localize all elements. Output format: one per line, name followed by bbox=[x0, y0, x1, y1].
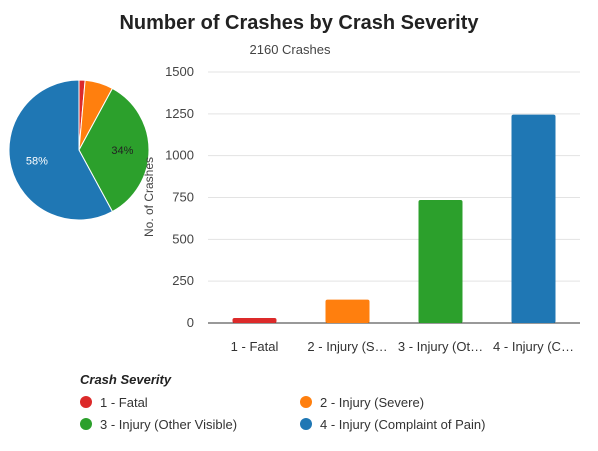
legend-swatch-icon bbox=[300, 418, 312, 430]
y-tick-label: 1500 bbox=[165, 64, 194, 79]
y-tick-label: 500 bbox=[172, 231, 194, 246]
y-axis-ticks: 0 250 500 750 1000 1250 1500 bbox=[165, 64, 194, 330]
legend-label: 1 - Fatal bbox=[100, 394, 148, 410]
legend-label: 4 - Injury (Complaint of Pain) bbox=[320, 416, 486, 432]
legend-item[interactable]: 2 - Injury (Severe) bbox=[300, 393, 520, 411]
legend-item[interactable]: 4 - Injury (Complaint of Pain) bbox=[300, 415, 520, 433]
y-tick-label: 250 bbox=[172, 273, 194, 288]
x-category-label: 3 - Injury (Ot… bbox=[398, 339, 483, 354]
legend-label: 2 - Injury (Severe) bbox=[320, 394, 425, 410]
y-tick-label: 1000 bbox=[165, 148, 194, 163]
legend-title: Crash Severity bbox=[80, 372, 172, 387]
x-category-label: 1 - Fatal bbox=[231, 339, 279, 354]
legend-swatch-icon bbox=[80, 418, 92, 430]
bar-1[interactable] bbox=[232, 317, 277, 323]
legend-item[interactable]: 1 - Fatal bbox=[80, 393, 300, 411]
x-category-label: 4 - Injury (C… bbox=[493, 339, 574, 354]
legend-label: 3 - Injury (Other Visible) bbox=[100, 416, 238, 432]
chart-subtitle: 2160 Crashes bbox=[249, 42, 331, 57]
bar-series bbox=[232, 114, 556, 323]
bar-3[interactable] bbox=[418, 200, 463, 323]
x-category-label: 2 - Injury (S… bbox=[307, 339, 387, 354]
y-tick-label: 0 bbox=[187, 315, 194, 330]
pie-slice-3[interactable] bbox=[78, 87, 150, 213]
x-axis-categories: 1 - Fatal 2 - Injury (S… 3 - Injury (Ot… 4 … bbox=[231, 339, 574, 354]
y-axis-label: No. of Crashes bbox=[142, 157, 156, 237]
legend-swatch-icon bbox=[80, 396, 92, 408]
pie-chart: 34% 58% bbox=[8, 79, 150, 221]
bar-4[interactable] bbox=[511, 114, 556, 323]
bar-2[interactable] bbox=[325, 299, 370, 323]
legend-swatch-icon bbox=[300, 396, 312, 408]
y-tick-label: 750 bbox=[172, 190, 194, 205]
legend-item[interactable]: 3 - Injury (Other Visible) bbox=[80, 415, 300, 433]
chart-title: Number of Crashes by Crash Severity bbox=[119, 12, 479, 34]
y-tick-label: 1250 bbox=[165, 106, 194, 121]
pie-slice-label: 34% bbox=[111, 145, 133, 157]
pie-slice-label: 58% bbox=[26, 156, 48, 168]
pie-slice-4[interactable] bbox=[8, 79, 114, 221]
legend: Crash Severity 1 - Fatal 2 - Injury (Seve… bbox=[80, 372, 580, 433]
legend-items: 1 - Fatal 2 - Injury (Severe) 3 - Injury (… bbox=[80, 393, 580, 433]
